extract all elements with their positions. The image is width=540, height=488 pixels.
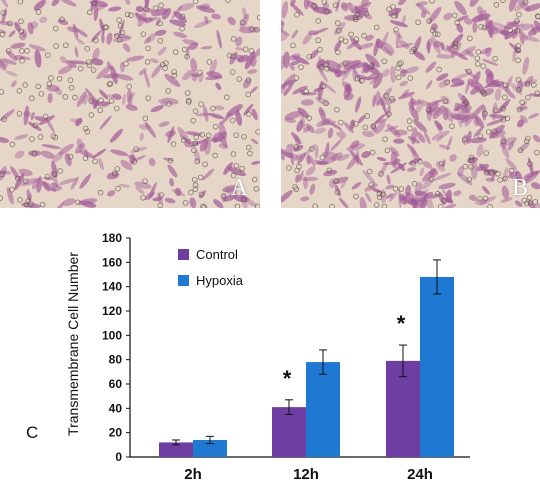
error-bar (206, 435, 214, 445)
error-bar (319, 349, 327, 375)
significance-marker: * (283, 366, 292, 391)
bar-hypoxia-24h (420, 276, 454, 457)
bar-hypoxia-12h (306, 362, 340, 457)
legend-swatch-hypoxia (178, 275, 189, 286)
panel-label-c: C (26, 423, 38, 442)
y-tick-label: 60 (109, 377, 123, 391)
micrograph-b: B (281, 0, 540, 208)
micrograph-b-image (281, 0, 540, 208)
bar-chart: C Transmembrane Cell Number 0 20 40 60 80 100… (26, 231, 470, 483)
y-tick-label: 80 (109, 353, 123, 367)
x-tick-label: 24h (407, 466, 433, 483)
legend: Control Hypoxia (178, 247, 244, 288)
y-axis-label: Transmembrane Cell Number (65, 252, 81, 436)
legend-label-control: Control (196, 247, 238, 262)
stained-cells (281, 0, 540, 208)
bars: ** (159, 259, 454, 457)
panel-label-b: B (511, 175, 528, 201)
membrane-pores (286, 0, 540, 208)
legend-swatch-control (178, 249, 189, 260)
bar-control-2h (159, 442, 193, 457)
x-tick-label: 12h (293, 466, 319, 483)
significance-marker: * (397, 311, 406, 336)
y-tick-label: 20 (109, 426, 123, 440)
micrograph-a: A (0, 0, 260, 208)
y-tick-label: 180 (102, 231, 122, 245)
error-bar (285, 399, 293, 415)
panel-label-a: A (230, 175, 248, 201)
error-bar (172, 439, 180, 446)
y-axis-ticks: 0 20 40 60 80 100 120 140 160 180 (102, 231, 130, 464)
x-axis-ticks: 2h 12h 24h (184, 466, 433, 483)
stained-cells (0, 0, 260, 208)
y-tick-label: 40 (109, 401, 123, 415)
y-tick-label: 0 (115, 450, 122, 464)
y-tick-label: 120 (102, 304, 122, 318)
y-tick-label: 100 (102, 328, 122, 342)
bar-hypoxia-2h (193, 439, 227, 457)
micrograph-a-image (0, 0, 260, 208)
membrane-pores (0, 0, 260, 208)
y-tick-label: 160 (102, 255, 122, 269)
legend-label-hypoxia: Hypoxia (196, 273, 244, 288)
bar-control-12h (272, 407, 306, 457)
error-bar (433, 259, 441, 295)
error-bar (399, 344, 407, 378)
y-tick-label: 140 (102, 280, 122, 294)
x-tick-label: 2h (184, 466, 202, 483)
